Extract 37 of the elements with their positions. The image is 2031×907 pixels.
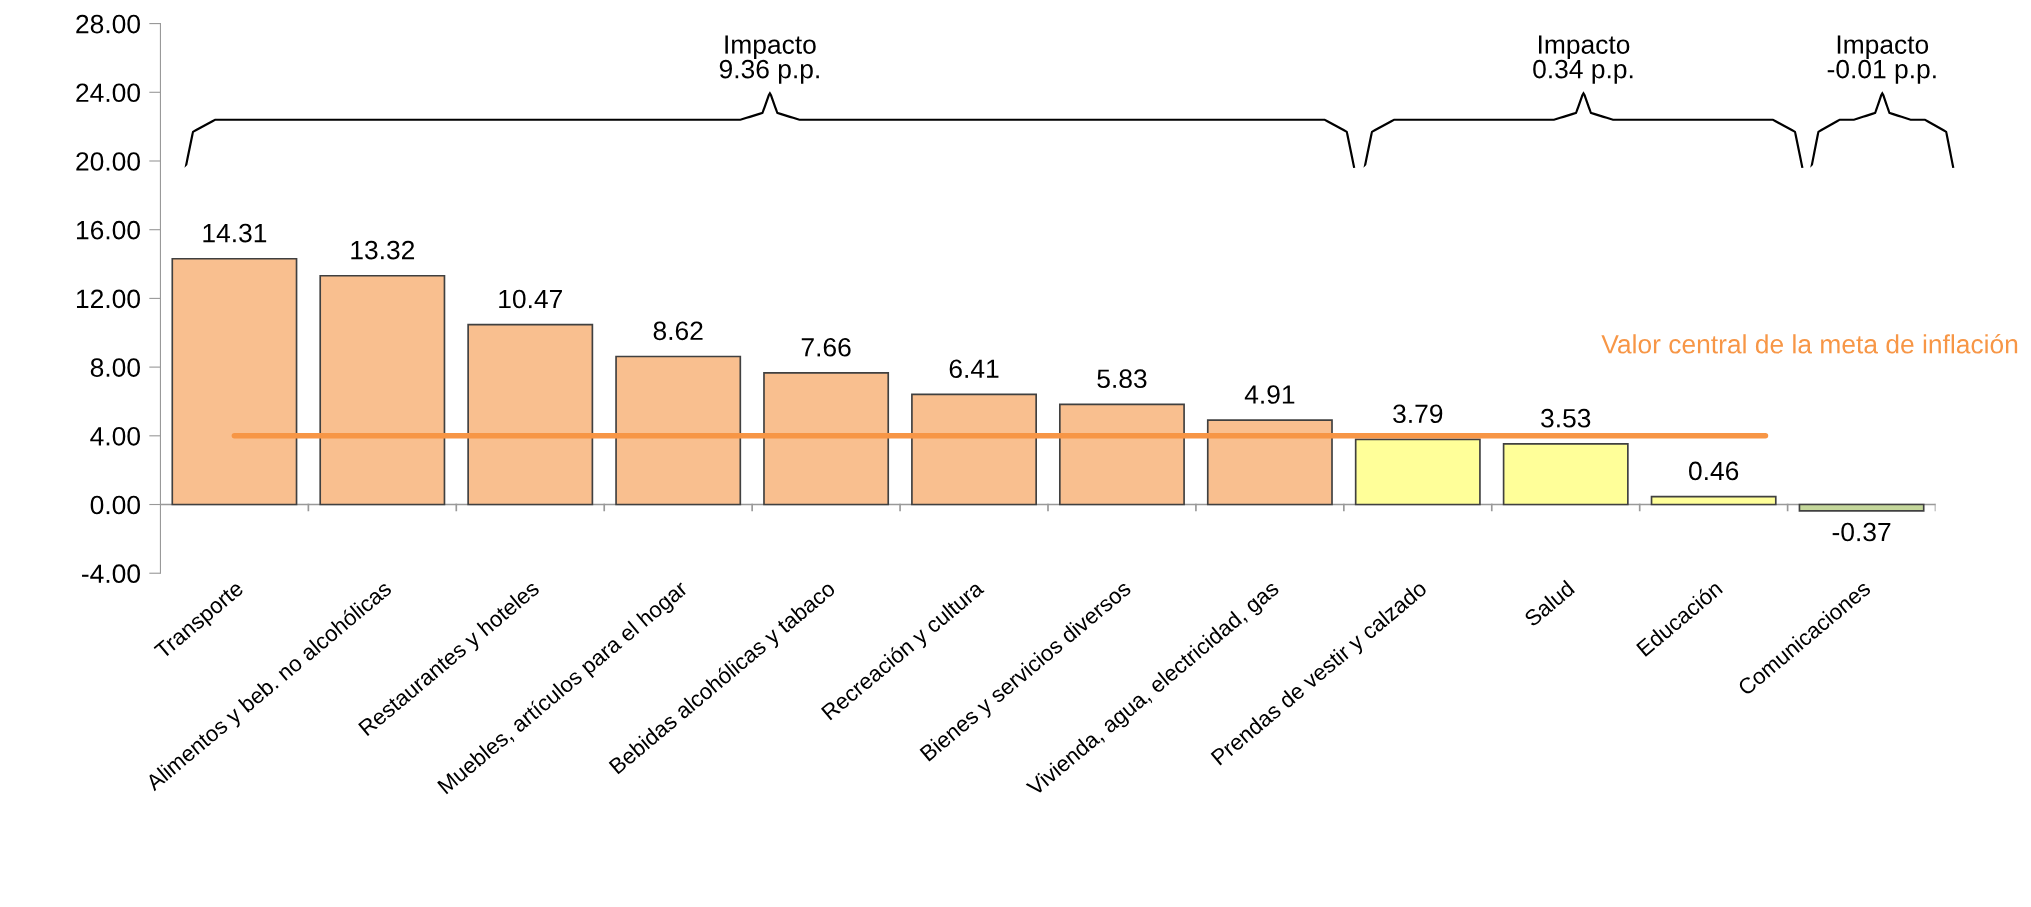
ref-line-label: Valor central de la meta de inflación (1601, 333, 2018, 354)
data-label: 6.41 (949, 359, 999, 379)
y-tick-label: 4.00 (90, 426, 140, 446)
bar (1798, 503, 1925, 512)
data-label: 0.46 (1689, 461, 1739, 481)
bar (1650, 495, 1777, 506)
y-tick-label: 24.00 (76, 83, 140, 103)
data-label: 10.47 (499, 289, 562, 309)
bar (911, 393, 1037, 506)
data-label: 3.79 (1393, 404, 1443, 424)
y-tick-label: 0.00 (90, 495, 140, 515)
bar (319, 274, 446, 506)
y-tick-label: 12.00 (76, 289, 140, 309)
annotation: Impacto -0.01 p.p. (1827, 35, 1936, 84)
data-label: 3.53 (1541, 408, 1591, 428)
bar (1058, 403, 1185, 506)
data-label: 13.32 (351, 240, 415, 260)
y-tick-label: 16.00 (76, 220, 140, 240)
y-tick-label: 8.00 (90, 358, 140, 377)
data-label: -0.37 (1832, 522, 1891, 542)
y-tick-label: -4.00 (82, 564, 140, 584)
annotation: Impacto 9.36 p.p. (719, 35, 819, 84)
annotation: Impacto 0.34 p.p. (1533, 35, 1633, 84)
data-label: 14.31 (203, 223, 267, 243)
bar (1206, 419, 1333, 506)
data-label: 7.66 (801, 337, 851, 357)
bar (467, 323, 594, 506)
data-label: 5.83 (1097, 369, 1147, 389)
bar (763, 372, 890, 506)
bar (171, 257, 298, 506)
data-label: 4.91 (1244, 385, 1295, 404)
y-tick-label: 28.00 (76, 14, 140, 34)
data-label: 8.62 (653, 321, 703, 341)
bar (1354, 438, 1481, 506)
y-tick-label: 20.00 (76, 152, 140, 171)
bar (1502, 443, 1629, 506)
bar (615, 355, 742, 506)
